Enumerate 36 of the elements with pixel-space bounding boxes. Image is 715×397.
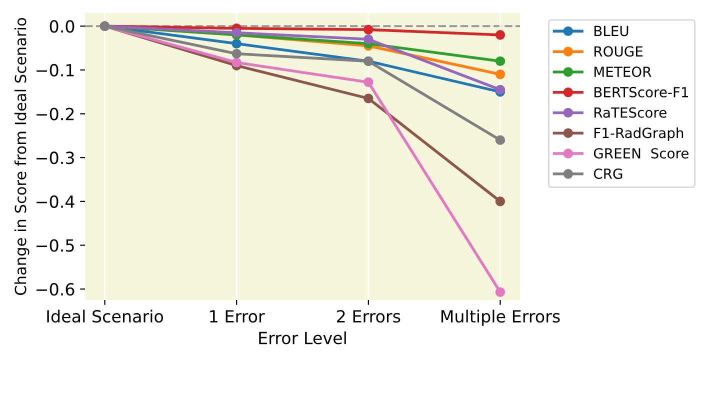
y-tick-label: 0.0 — [50, 20, 74, 33]
y-tick-label: −0.5 — [36, 239, 74, 252]
point — [495, 135, 506, 145]
point — [495, 56, 506, 66]
point — [232, 28, 242, 38]
x-tick-label: Ideal Scenario — [47, 310, 164, 323]
y-tick-label: −0.6 — [36, 283, 74, 296]
point — [495, 84, 506, 95]
point — [495, 30, 506, 40]
legend-label: BLEU — [594, 26, 628, 36]
y-tick-label: −0.4 — [36, 195, 74, 208]
point — [364, 34, 374, 44]
x-axis-title: Error Level — [259, 331, 346, 344]
y-tick-label: −0.3 — [36, 152, 74, 164]
point — [232, 58, 242, 68]
y-tick-label: −0.2 — [36, 108, 74, 120]
point — [495, 69, 506, 80]
legend-label: GREEN Score — [594, 148, 688, 159]
x-tick-label: 2 Errors — [337, 310, 400, 323]
legend-label: RaTEScore — [594, 107, 666, 118]
legend-label: METEOR — [594, 66, 652, 78]
point — [232, 38, 242, 49]
x-tick-label: Multiple Errors — [441, 310, 560, 326]
legend-label: ROUGE — [594, 46, 643, 57]
legend-label: CRG — [594, 168, 622, 179]
x-tick-label: 1 Error — [210, 310, 265, 323]
point — [364, 24, 374, 35]
legend-label: F1-RadGraph — [594, 127, 684, 141]
point — [364, 77, 374, 88]
y-tick-label: −0.1 — [36, 64, 74, 77]
y-axis-title: Change in Score from Ideal Scenario — [14, 18, 30, 295]
point — [364, 94, 374, 104]
point — [232, 48, 242, 59]
legend-label: BERTScore-F1 — [594, 86, 688, 98]
point — [495, 196, 506, 206]
point — [495, 287, 506, 297]
